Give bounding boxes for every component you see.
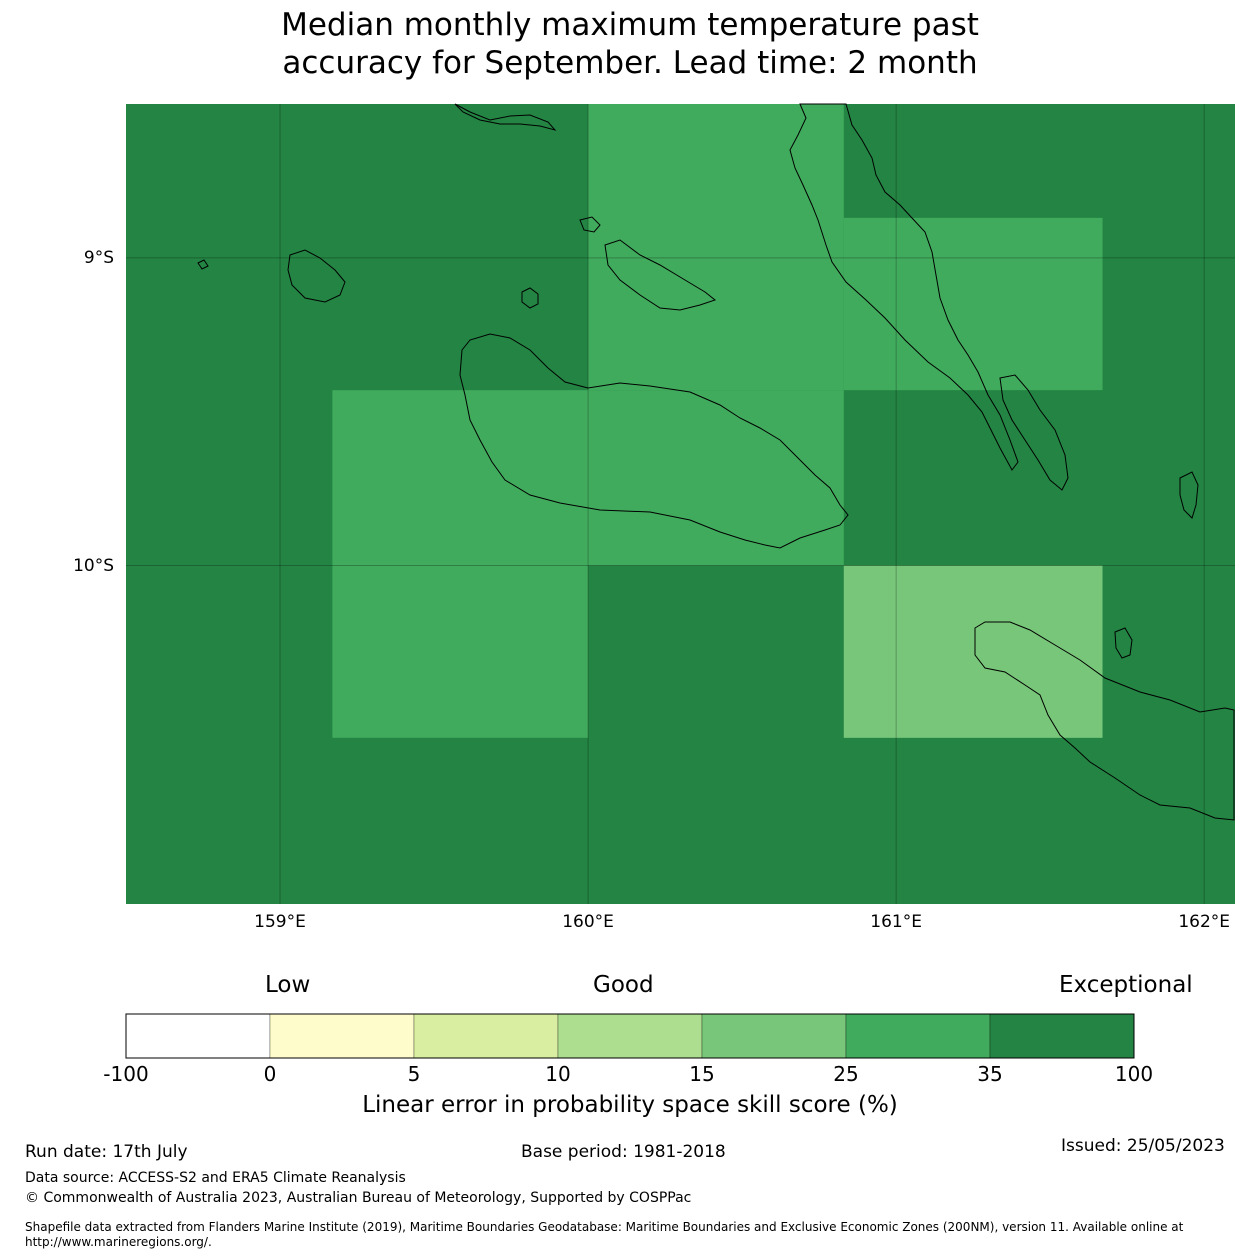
skill-cell-2 xyxy=(332,390,844,566)
coastline-6 xyxy=(454,103,557,131)
base-period: Base period: 1981-2018 xyxy=(521,1142,726,1162)
colorbar-bin-1 xyxy=(269,1013,415,1059)
colorbar-outline xyxy=(125,1013,1135,1059)
coastline-8 xyxy=(1179,471,1199,519)
colorbar-label: Linear error in probability space skill … xyxy=(362,1092,898,1118)
copyright: © Commonwealth of Australia 2023, Austra… xyxy=(25,1190,692,1206)
skill-cell-1 xyxy=(843,217,1103,391)
coastline-0 xyxy=(459,333,849,549)
colorbar-tick-2: 5 xyxy=(407,1062,421,1086)
colorbar-exceptional-label: Exceptional xyxy=(1059,972,1193,998)
coastline-5 xyxy=(287,249,346,303)
colorbar-tick-1: 0 xyxy=(263,1062,277,1086)
lat-label-0: 9°S xyxy=(83,247,114,268)
colorbar-tick-3: 10 xyxy=(545,1062,571,1086)
issued-date: Issued: 25/05/2023 xyxy=(1061,1136,1225,1156)
coastline-7 xyxy=(521,287,539,309)
lon-label-1: 160°E xyxy=(562,912,614,932)
colorbar-bins xyxy=(125,1013,1135,1059)
title-line-1: Median monthly maximum temperature past xyxy=(281,7,979,43)
colorbar-low-label: Low xyxy=(265,972,311,998)
skill-cell-3 xyxy=(332,565,589,738)
title-line-2: accuracy for September. Lead time: 2 mon… xyxy=(282,45,978,81)
colorbar-good-label: Good xyxy=(593,972,654,998)
coastline-4 xyxy=(604,239,717,311)
map-title: Median monthly maximum temperature past … xyxy=(0,6,1260,82)
colorbar xyxy=(125,1013,1135,1059)
coastline-2 xyxy=(789,103,1019,471)
lon-label-2: 161°E xyxy=(870,912,922,932)
colorbar-tick-5: 25 xyxy=(833,1062,859,1086)
coastline-10 xyxy=(579,216,601,233)
skill-cell-4 xyxy=(843,565,1103,738)
lat-label-1: 10°S xyxy=(73,555,114,576)
skill-cell-0 xyxy=(588,104,844,391)
colorbar-bin-5 xyxy=(845,1013,991,1059)
coastline-3 xyxy=(999,374,1069,491)
shapefile-credit: Shapefile data extracted from Flanders M… xyxy=(25,1220,1184,1249)
data-source: Data source: ACCESS-S2 and ERA5 Climate … xyxy=(25,1170,406,1186)
colorbar-bin-2 xyxy=(413,1013,559,1059)
map-layer xyxy=(126,103,1235,904)
colorbar-bin-4 xyxy=(701,1013,847,1059)
colorbar-bin-3 xyxy=(557,1013,703,1059)
colorbar-tick-0: -100 xyxy=(103,1062,149,1086)
colorbar-bin-0 xyxy=(125,1013,271,1059)
colorbar-tick-6: 35 xyxy=(977,1062,1003,1086)
lon-label-0: 159°E xyxy=(254,912,306,932)
colorbar-tick-7: 100 xyxy=(1114,1062,1154,1086)
colorbar-tick-4: 15 xyxy=(689,1062,715,1086)
lon-label-3: 162°E xyxy=(1178,912,1231,932)
coastline-11 xyxy=(197,259,209,270)
coastline-1 xyxy=(974,621,1235,821)
coastline-9 xyxy=(1114,627,1133,659)
colorbar-bin-6 xyxy=(989,1013,1135,1059)
run-date: Run date: 17th July xyxy=(25,1142,188,1162)
